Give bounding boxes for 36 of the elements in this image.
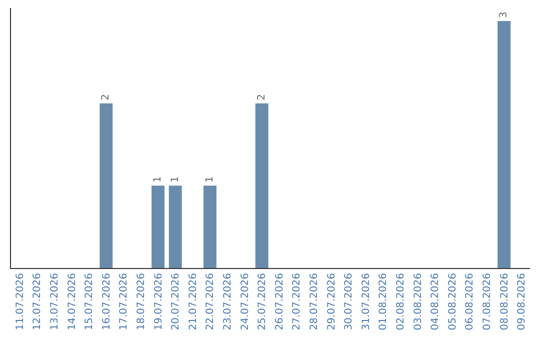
x-tick-label: 04.08.2026 xyxy=(430,273,442,330)
x-tick-label: 29.07.2026 xyxy=(326,273,338,330)
x-tick-label: 21.07.2026 xyxy=(188,273,199,330)
x-tick-label: 13.07.2026 xyxy=(50,273,60,330)
data-label: 3 xyxy=(498,12,510,18)
x-tick-label: 06.08.2026 xyxy=(464,273,476,330)
data-label: 2 xyxy=(100,94,112,100)
data-label: 1 xyxy=(170,176,181,183)
x-tick-label: 11.07.2026 xyxy=(14,273,26,330)
data-label: 1 xyxy=(204,176,216,183)
data-label: 1 xyxy=(152,176,164,183)
x-tick-label: 01.08.2026 xyxy=(378,273,390,330)
x-tick-label: 23.07.2026 xyxy=(222,273,234,330)
x-tick-label: 17.07.2026 xyxy=(118,273,130,330)
x-tick-label: 19.07.2026 xyxy=(153,273,164,330)
x-tick-label: 07.08.2026 xyxy=(482,273,493,330)
x-tick-label: 25.07.2026 xyxy=(257,273,268,330)
x-tick-label: 02.08.2026 xyxy=(396,273,406,330)
x-tick-label: 18.07.2026 xyxy=(136,273,147,330)
x-tick-label: 22.07.2026 xyxy=(205,273,216,330)
x-tick-label: 30.07.2026 xyxy=(344,273,355,330)
x-tick-label: 26.07.2026 xyxy=(274,273,286,330)
x-tick-label: 24.07.2026 xyxy=(240,273,251,330)
x-tick-label: 05.08.2026 xyxy=(447,273,458,330)
x-tick-label: 09.08.2026 xyxy=(516,273,528,330)
x-tick-label: 08.08.2026 xyxy=(499,273,510,330)
x-tick-label: 16.07.2026 xyxy=(101,273,112,330)
x-tick-label: 15.07.2026 xyxy=(84,273,96,330)
data-label: 2 xyxy=(256,94,268,100)
x-tick-label: 14.07.2026 xyxy=(66,273,78,330)
x-tick-label: 31.07.2026 xyxy=(360,273,372,330)
x-tick-label: 12.07.2026 xyxy=(32,273,44,330)
x-tick-label: 27.07.2026 xyxy=(292,273,303,330)
x-tick-label: 03.08.2026 xyxy=(412,273,424,330)
x-tick-label: 28.07.2026 xyxy=(309,273,320,330)
x-tick-label: 20.07.2026 xyxy=(170,273,182,330)
